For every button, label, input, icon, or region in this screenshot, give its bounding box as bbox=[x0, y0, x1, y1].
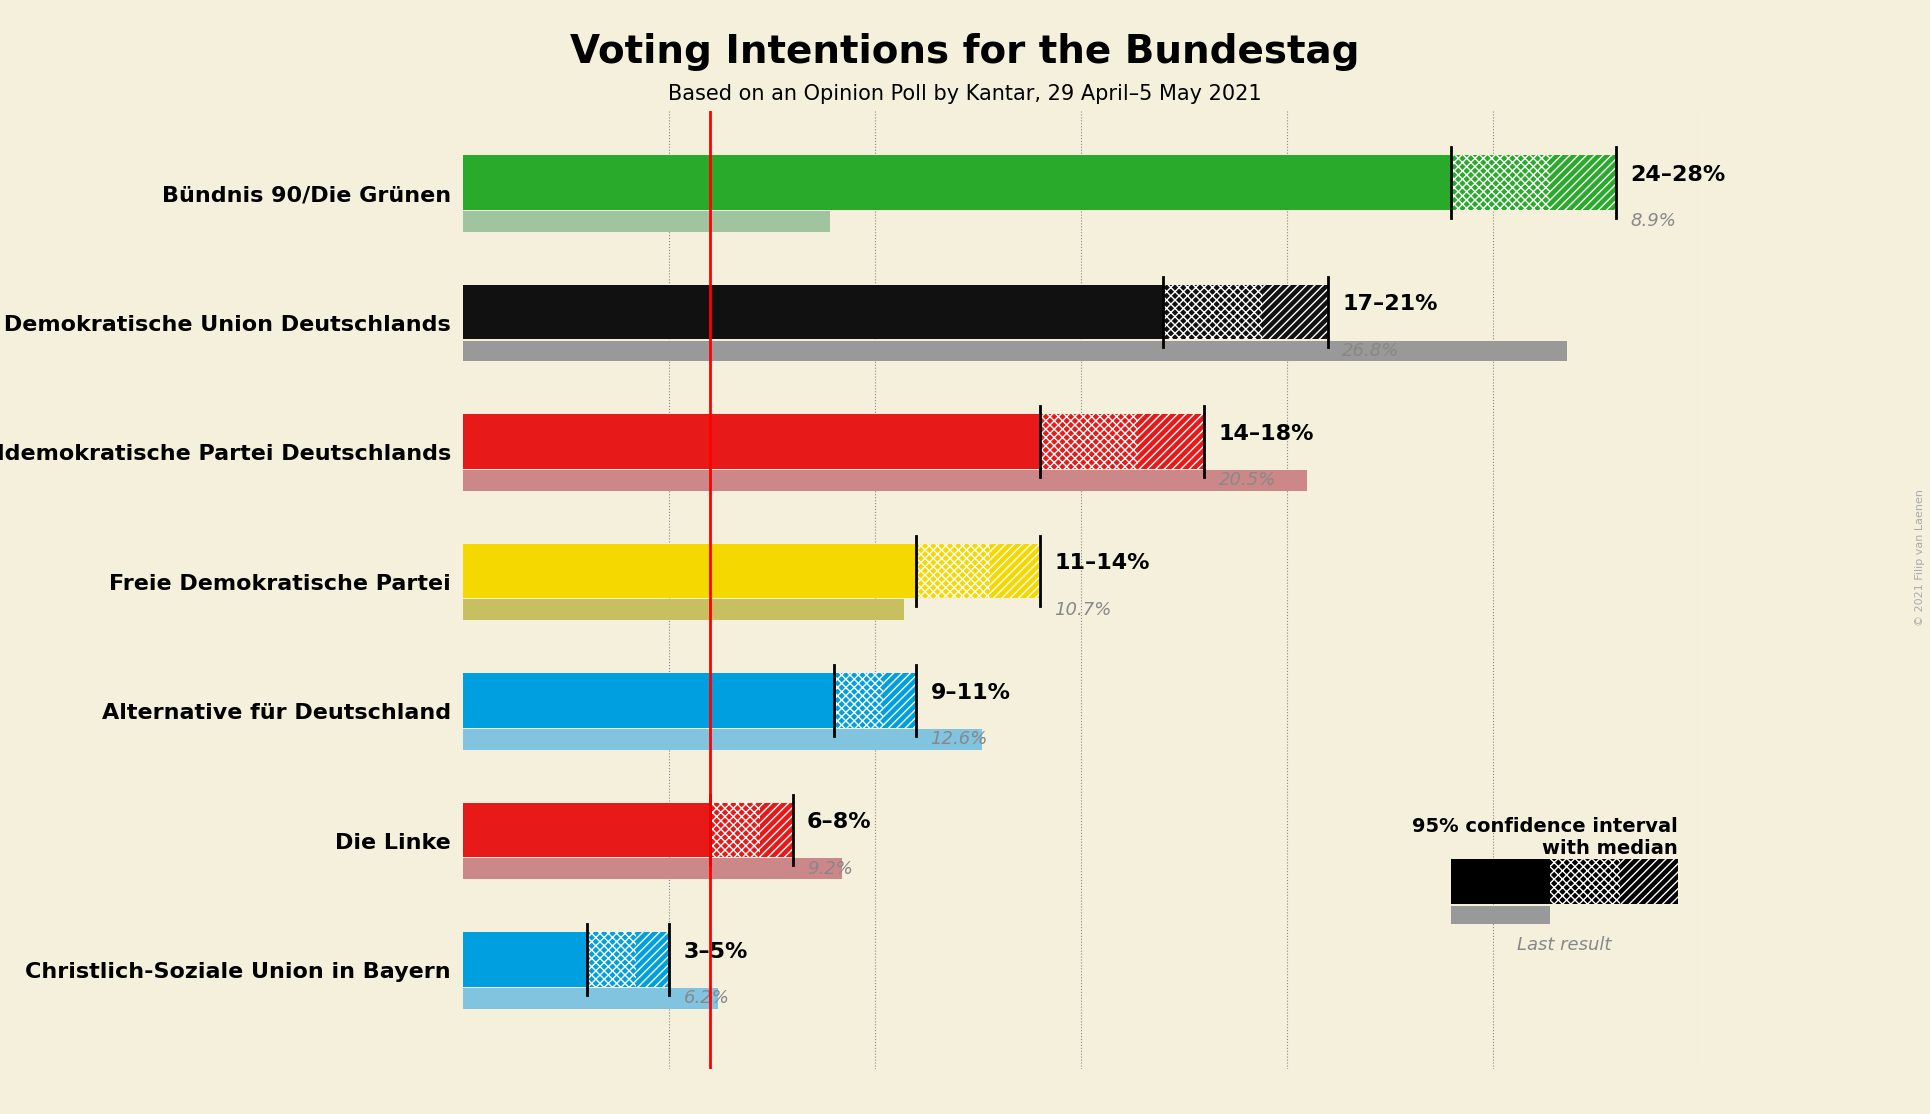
Bar bbox=[637, 932, 670, 987]
Text: 11–14%: 11–14% bbox=[1054, 554, 1150, 574]
Bar bbox=[463, 341, 1567, 361]
Bar bbox=[463, 673, 834, 727]
Text: 12.6%: 12.6% bbox=[930, 731, 988, 749]
Bar bbox=[463, 156, 1451, 209]
Text: Sozialdemokratische Partei Deutschlands: Sozialdemokratische Partei Deutschlands bbox=[0, 444, 452, 465]
Bar bbox=[463, 544, 917, 598]
Bar bbox=[834, 673, 884, 727]
Text: 6–8%: 6–8% bbox=[807, 812, 872, 832]
Bar bbox=[463, 599, 903, 620]
Bar bbox=[463, 414, 1040, 469]
Text: Last result: Last result bbox=[1517, 936, 1612, 954]
Text: 9.2%: 9.2% bbox=[807, 860, 853, 878]
Text: 9–11%: 9–11% bbox=[930, 683, 1011, 703]
Bar bbox=[1550, 156, 1615, 209]
Text: 95% confidence interval
with median: 95% confidence interval with median bbox=[1413, 817, 1677, 858]
Bar bbox=[1262, 285, 1328, 340]
Bar bbox=[463, 729, 982, 750]
Text: Die Linke: Die Linke bbox=[336, 833, 452, 853]
Bar bbox=[710, 803, 760, 857]
Bar bbox=[463, 988, 718, 1008]
Bar bbox=[463, 470, 1307, 491]
Text: Bündnis 90/Die Grünen: Bündnis 90/Die Grünen bbox=[162, 186, 452, 206]
Bar bbox=[463, 803, 710, 857]
Bar bbox=[1451, 859, 1550, 905]
Text: 17–21%: 17–21% bbox=[1341, 294, 1438, 314]
Bar bbox=[587, 932, 637, 987]
Bar bbox=[463, 932, 587, 987]
Text: Freie Demokratische Partei: Freie Demokratische Partei bbox=[110, 574, 452, 594]
Text: 14–18%: 14–18% bbox=[1218, 423, 1314, 443]
Bar bbox=[463, 211, 830, 232]
Text: Alternative für Deutschland: Alternative für Deutschland bbox=[102, 703, 452, 723]
Bar bbox=[1619, 859, 1677, 905]
Text: © 2021 Filip van Laenen: © 2021 Filip van Laenen bbox=[1915, 489, 1926, 625]
Bar bbox=[1164, 285, 1262, 340]
Bar bbox=[1139, 414, 1204, 469]
Bar bbox=[463, 285, 1164, 340]
Text: 20.5%: 20.5% bbox=[1218, 471, 1276, 489]
Text: 3–5%: 3–5% bbox=[683, 941, 747, 961]
Text: Christlich-Soziale Union in Bayern: Christlich-Soziale Union in Bayern bbox=[25, 962, 452, 983]
Bar bbox=[1451, 156, 1550, 209]
Text: 10.7%: 10.7% bbox=[1054, 600, 1112, 619]
Text: 24–28%: 24–28% bbox=[1631, 165, 1725, 185]
Text: Based on an Opinion Poll by Kantar, 29 April–5 May 2021: Based on an Opinion Poll by Kantar, 29 A… bbox=[668, 84, 1262, 104]
Bar bbox=[463, 859, 841, 879]
Bar bbox=[760, 803, 793, 857]
Bar bbox=[1451, 907, 1550, 925]
Bar bbox=[1040, 414, 1139, 469]
Bar bbox=[884, 673, 917, 727]
Bar bbox=[990, 544, 1040, 598]
Text: Christlich Demokratische Union Deutschlands: Christlich Demokratische Union Deutschla… bbox=[0, 315, 452, 335]
Bar bbox=[1550, 859, 1619, 905]
Text: Voting Intentions for the Bundestag: Voting Intentions for the Bundestag bbox=[569, 33, 1361, 71]
Text: 6.2%: 6.2% bbox=[683, 989, 730, 1007]
Text: 8.9%: 8.9% bbox=[1631, 213, 1677, 231]
Bar bbox=[917, 544, 990, 598]
Text: 26.8%: 26.8% bbox=[1341, 342, 1399, 360]
